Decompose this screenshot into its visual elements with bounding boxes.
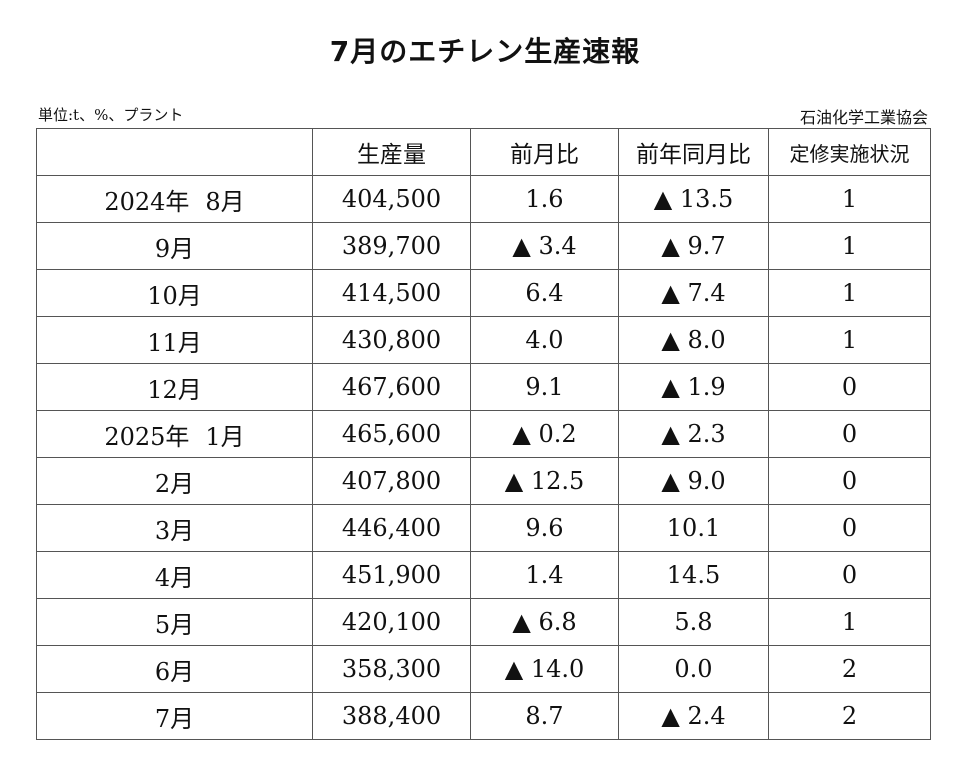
maintenance-cell: 0 [768,363,931,411]
header-production: 生産量 [312,128,471,176]
period-cell: 12月 [36,363,313,411]
table-body: 2024年 8月 404,500 1.6 ▲ 13.5 1 9月 389,700 ▲ 3.4 ▲ … [36,175,931,740]
period-cell: 3月 [36,504,313,552]
ethylene-production-table: 生産量 前月比 前年同月比 定修実施状況 2024年 8月 404,500 1.6 ▲ … [36,128,931,740]
table-row: 2024年 8月 404,500 1.6 ▲ 13.5 1 [36,175,931,223]
mom-cell: 4.0 [470,316,619,364]
month-label: 8月 [205,187,245,216]
month-label: 10月 [147,281,202,310]
table-row: 2月 407,800 ▲ 12.5 ▲ 9.0 0 [36,457,931,505]
yoy-cell: ▲ 2.4 [618,692,769,740]
table-row: 12月 467,600 9.1 ▲ 1.9 0 [36,363,931,411]
table-row: 2025年 1月 465,600 ▲ 0.2 ▲ 2.3 0 [36,410,931,458]
period-cell: 2024年 8月 [36,175,313,223]
yoy-cell: ▲ 1.9 [618,363,769,411]
period-cell: 5月 [36,598,313,646]
mom-cell: 9.6 [470,504,619,552]
month-label: 6月 [154,657,195,686]
month-label: 5月 [154,610,195,639]
maintenance-cell: 2 [768,692,931,740]
mom-cell: 9.1 [470,363,619,411]
yoy-cell: ▲ 13.5 [618,175,769,223]
month-label: 3月 [154,516,195,545]
maintenance-cell: 1 [768,222,931,270]
production-cell: 358,300 [312,645,471,693]
table-row: 7月 388,400 8.7 ▲ 2.4 2 [36,692,931,740]
table-row: 11月 430,800 4.0 ▲ 8.0 1 [36,316,931,364]
period-cell: 9月 [36,222,313,270]
maintenance-cell: 1 [768,598,931,646]
period-cell: 10月 [36,269,313,317]
yoy-cell: ▲ 8.0 [618,316,769,364]
month-label: 12月 [147,375,202,404]
production-cell: 465,600 [312,410,471,458]
period-cell: 4月 [36,551,313,599]
header-maintenance: 定修実施状況 [768,128,931,176]
production-cell: 404,500 [312,175,471,223]
table-header-row: 生産量 前月比 前年同月比 定修実施状況 [36,128,931,176]
table-row: 5月 420,100 ▲ 6.8 5.8 1 [36,598,931,646]
header-yoy: 前年同月比 [618,128,769,176]
production-cell: 414,500 [312,269,471,317]
maintenance-cell: 0 [768,551,931,599]
table-row: 3月 446,400 9.6 10.1 0 [36,504,931,552]
production-cell: 388,400 [312,692,471,740]
month-label: 4月 [154,563,195,592]
yoy-cell: 14.5 [618,551,769,599]
table-row: 10月 414,500 6.4 ▲ 7.4 1 [36,269,931,317]
maintenance-cell: 0 [768,504,931,552]
mom-cell: ▲ 6.8 [470,598,619,646]
period-cell: 11月 [36,316,313,364]
period-cell: 6月 [36,645,313,693]
yoy-cell: 0.0 [618,645,769,693]
mom-cell: ▲ 0.2 [470,410,619,458]
year-label: 2024年 [104,187,190,216]
mom-cell: 1.4 [470,551,619,599]
year-label: 2025年 [104,422,190,451]
period-cell: 2025年 1月 [36,410,313,458]
mom-cell: ▲ 14.0 [470,645,619,693]
table-row: 6月 358,300 ▲ 14.0 0.0 2 [36,645,931,693]
mom-cell: 6.4 [470,269,619,317]
yoy-cell: ▲ 2.3 [618,410,769,458]
maintenance-cell: 0 [768,457,931,505]
production-cell: 389,700 [312,222,471,270]
month-label: 2月 [154,469,195,498]
month-label: 9月 [154,234,195,263]
maintenance-cell: 2 [768,645,931,693]
yoy-cell: 10.1 [618,504,769,552]
table-row: 4月 451,900 1.4 14.5 0 [36,551,931,599]
yoy-cell: ▲ 7.4 [618,269,769,317]
page-title: 7月のエチレン生産速報 [329,35,641,68]
maintenance-cell: 1 [768,316,931,364]
source-label: 石油化学工業協会 [799,108,928,127]
header-mom: 前月比 [470,128,619,176]
production-cell: 451,900 [312,551,471,599]
period-cell: 7月 [36,692,313,740]
production-cell: 446,400 [312,504,471,552]
period-cell: 2月 [36,457,313,505]
yoy-cell: 5.8 [618,598,769,646]
mom-cell: ▲ 12.5 [470,457,619,505]
mom-cell: ▲ 3.4 [470,222,619,270]
maintenance-cell: 0 [768,410,931,458]
month-label: 1月 [205,422,245,451]
mom-cell: 8.7 [470,692,619,740]
yoy-cell: ▲ 9.0 [618,457,769,505]
maintenance-cell: 1 [768,175,931,223]
header-period [36,128,313,176]
table-row: 9月 389,700 ▲ 3.4 ▲ 9.7 1 [36,222,931,270]
production-cell: 420,100 [312,598,471,646]
yoy-cell: ▲ 9.7 [618,222,769,270]
maintenance-cell: 1 [768,269,931,317]
production-cell: 467,600 [312,363,471,411]
production-cell: 407,800 [312,457,471,505]
production-cell: 430,800 [312,316,471,364]
month-label: 11月 [147,328,202,357]
month-label: 7月 [154,704,195,733]
unit-note: 単位:t、%、プラント [38,106,184,124]
mom-cell: 1.6 [470,175,619,223]
